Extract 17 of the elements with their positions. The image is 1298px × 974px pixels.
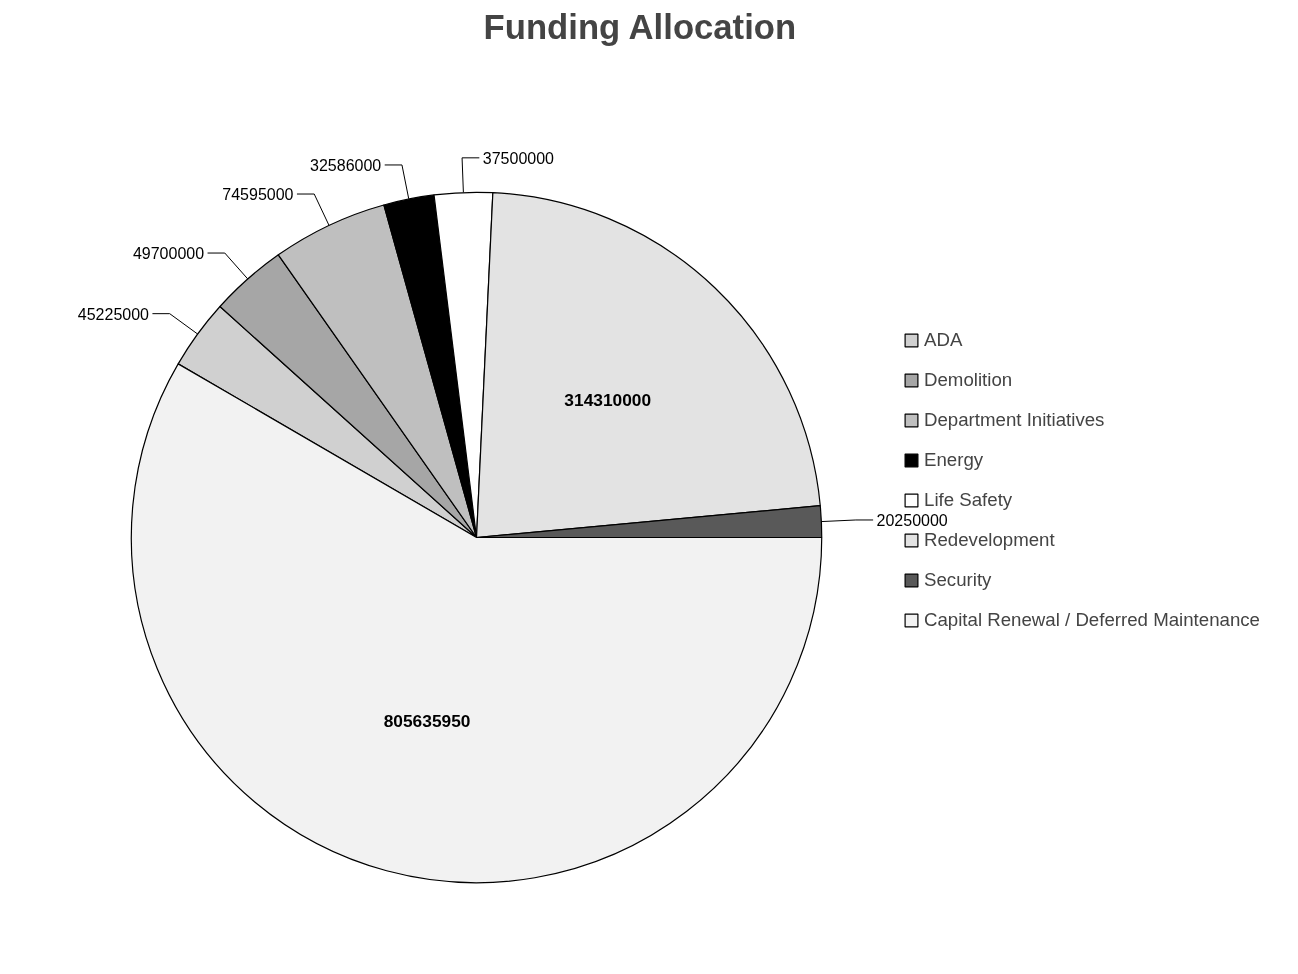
legend-label: Demolition bbox=[924, 369, 1013, 391]
data-label: 37500000 bbox=[482, 149, 555, 167]
chart-title: Funding Allocation bbox=[483, 7, 797, 46]
data-label: 805635950 bbox=[383, 710, 471, 731]
legend-label: Security bbox=[924, 569, 992, 591]
legend-label: Capital Renewal / Deferred Maintenance bbox=[924, 609, 1260, 631]
legend-label: Energy bbox=[924, 449, 984, 471]
legend-label: ADA bbox=[924, 329, 963, 351]
data-label: 49700000 bbox=[132, 245, 205, 263]
data-label: 32586000 bbox=[310, 156, 382, 174]
data-label: 45225000 bbox=[77, 305, 150, 323]
legend-label: Redevelopment bbox=[924, 529, 1055, 551]
data-label: 314310000 bbox=[564, 390, 652, 411]
data-label: 20250000 bbox=[876, 511, 948, 529]
legend-label: Life Safety bbox=[924, 489, 1013, 511]
data-label: 74595000 bbox=[222, 186, 294, 204]
legend-label: Department Initiatives bbox=[924, 409, 1105, 431]
